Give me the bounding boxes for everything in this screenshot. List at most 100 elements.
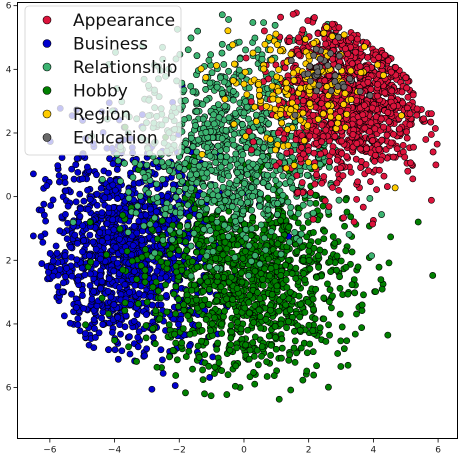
data-point-relationship xyxy=(253,171,261,179)
data-point-business xyxy=(79,286,86,294)
data-point-relationship xyxy=(164,159,172,167)
axes-frame xyxy=(17,2,458,439)
data-point-hobby xyxy=(207,327,214,334)
data-point-relationship xyxy=(210,120,218,128)
data-point-business xyxy=(126,333,133,341)
data-point-business xyxy=(74,239,81,247)
data-point-hobby xyxy=(291,337,299,345)
data-point-business xyxy=(108,329,116,336)
data-point-business xyxy=(109,160,117,168)
data-point-relationship xyxy=(231,109,239,117)
data-point-business xyxy=(74,276,82,284)
data-point-business xyxy=(107,293,115,301)
data-point-relationship xyxy=(229,88,237,95)
data-point-hobby xyxy=(111,336,118,344)
data-point-hobby xyxy=(259,282,267,289)
data-point-appearance xyxy=(352,48,359,56)
data-point-hobby xyxy=(278,354,285,362)
data-point-business xyxy=(29,170,37,178)
data-point-relationship xyxy=(187,184,195,192)
data-point-relationship xyxy=(193,170,200,178)
data-point-region xyxy=(251,103,259,111)
data-point-hobby xyxy=(208,320,216,328)
data-point-relationship xyxy=(184,222,191,230)
data-point-region xyxy=(304,121,312,129)
data-point-appearance xyxy=(375,146,383,153)
data-point-relationship xyxy=(223,153,230,161)
data-point-region xyxy=(229,77,237,85)
data-point-business xyxy=(64,202,72,210)
data-point-appearance xyxy=(367,119,375,127)
data-point-hobby xyxy=(192,296,200,304)
data-point-business xyxy=(157,301,165,309)
data-point-relationship xyxy=(218,11,226,19)
data-point-appearance xyxy=(295,51,303,59)
data-point-hobby xyxy=(198,327,206,334)
data-point-relationship xyxy=(145,189,153,197)
data-point-appearance xyxy=(398,88,406,96)
data-point-education xyxy=(324,62,332,69)
data-point-hobby xyxy=(331,239,339,247)
data-point-relationship xyxy=(297,230,305,238)
data-point-hobby xyxy=(354,263,362,271)
data-point-hobby xyxy=(182,238,189,246)
data-point-education xyxy=(314,68,322,76)
data-point-hobby xyxy=(312,285,320,293)
data-point-relationship xyxy=(251,34,259,42)
data-point-hobby xyxy=(291,358,299,366)
data-point-hobby xyxy=(196,277,204,285)
data-point-hobby xyxy=(336,273,343,281)
data-point-hobby xyxy=(360,291,367,299)
data-point-business xyxy=(165,216,173,224)
data-point-business xyxy=(114,195,121,202)
data-point-business xyxy=(114,355,122,363)
data-point-business xyxy=(40,211,48,219)
data-point-relationship xyxy=(286,209,294,217)
data-point-hobby xyxy=(316,324,324,332)
data-point-region xyxy=(267,136,274,143)
data-point-relationship xyxy=(203,169,211,177)
data-point-relationship xyxy=(166,226,174,234)
data-point-relationship xyxy=(212,159,220,166)
data-point-appearance xyxy=(374,92,381,100)
data-point-relationship xyxy=(175,164,183,172)
data-point-relationship xyxy=(203,144,211,152)
data-point-hobby xyxy=(183,246,190,254)
data-point-relationship xyxy=(256,138,263,146)
data-point-hobby xyxy=(163,259,171,267)
data-point-relationship xyxy=(272,177,280,184)
data-point-appearance xyxy=(322,40,329,48)
y-tick-label: 0 xyxy=(6,193,12,203)
data-point-appearance xyxy=(336,107,344,115)
data-point-hobby xyxy=(165,321,173,329)
data-point-region xyxy=(334,119,342,127)
data-point-business xyxy=(129,242,137,249)
data-point-relationship xyxy=(303,212,311,220)
data-point-hobby xyxy=(348,248,356,256)
data-point-hobby xyxy=(194,342,202,350)
data-point-hobby xyxy=(326,331,333,339)
data-point-appearance xyxy=(299,26,307,34)
data-point-appearance xyxy=(292,136,300,144)
data-point-education xyxy=(313,87,320,95)
x-tick-label: 0 xyxy=(241,446,247,456)
data-point-relationship xyxy=(245,242,253,250)
data-point-appearance xyxy=(422,136,430,143)
data-point-hobby xyxy=(306,340,314,348)
data-point-appearance xyxy=(306,132,314,140)
data-point-relationship xyxy=(152,158,160,166)
data-point-hobby xyxy=(257,324,265,332)
data-point-appearance xyxy=(375,53,383,61)
data-point-appearance xyxy=(401,153,409,161)
data-point-relationship xyxy=(98,175,106,183)
data-point-hobby xyxy=(320,294,328,302)
data-point-relationship xyxy=(274,200,282,207)
data-point-region xyxy=(273,73,281,81)
data-point-relationship xyxy=(233,177,241,184)
data-point-hobby xyxy=(198,337,205,345)
data-point-hobby xyxy=(429,272,437,279)
data-point-hobby xyxy=(266,272,273,280)
data-point-relationship xyxy=(180,86,188,94)
data-point-relationship xyxy=(191,158,198,165)
data-point-appearance xyxy=(383,183,391,190)
